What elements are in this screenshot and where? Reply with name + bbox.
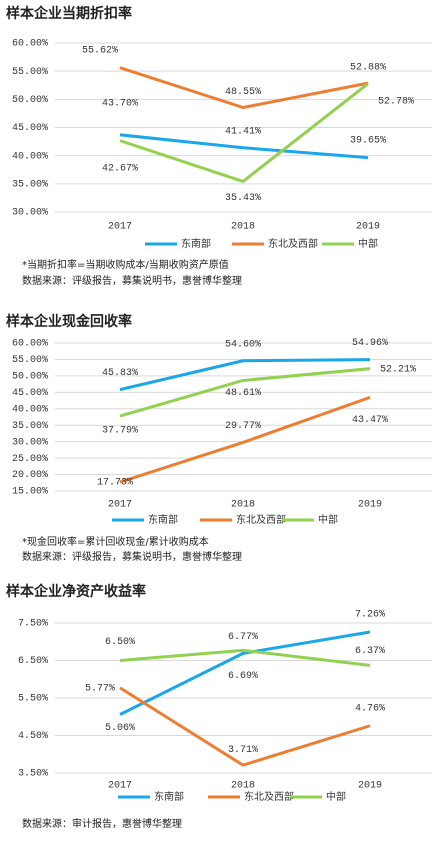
data-label: 6.37% <box>355 646 385 657</box>
series-line <box>119 395 371 484</box>
data-label: 54.96% <box>352 338 388 349</box>
y-tick-label: 30.00% <box>12 208 48 219</box>
y-tick-label: 5.50% <box>18 694 48 705</box>
legend-label: 东南部 <box>154 790 184 803</box>
data-label: 4.76% <box>355 703 385 714</box>
data-label: 52.88% <box>350 63 386 74</box>
x-tick-label: 2019 <box>358 781 382 792</box>
y-tick-label: 40.00% <box>12 404 48 415</box>
data-label: 3.71% <box>228 745 258 756</box>
data-label: 41.41% <box>225 126 261 137</box>
x-tick-label: 2018 <box>231 781 255 792</box>
data-label: 45.83% <box>102 368 138 379</box>
y-tick-label: 7.50% <box>18 619 48 630</box>
legend-label: 中部 <box>318 513 338 526</box>
series-line <box>119 630 371 716</box>
y-tick-label: 60.00% <box>12 39 48 50</box>
y-tick-label: 3.50% <box>18 769 48 780</box>
note: 数据来源：审计报告，惠誉博华整理 <box>22 817 182 830</box>
y-tick-label: 45.00% <box>12 123 48 134</box>
y-tick-label: 55.00% <box>12 355 48 366</box>
y-tick-label: 35.00% <box>12 421 48 432</box>
x-tick-label: 2019 <box>356 222 380 233</box>
data-label: 43.70% <box>102 98 138 109</box>
note: 数据来源：评级报告，募集说明书，惠誉博华整理 <box>22 550 242 563</box>
data-label: 6.69% <box>228 671 258 682</box>
y-tick-label: 50.00% <box>12 372 48 383</box>
series-line <box>119 133 369 160</box>
series-line <box>119 66 369 110</box>
chart-title: 样本企业当期折扣率 <box>6 5 132 22</box>
data-label: 42.67% <box>102 163 138 174</box>
data-label: 48.61% <box>225 388 261 399</box>
y-tick-label: 50.00% <box>12 95 48 106</box>
data-label: 6.77% <box>228 632 258 643</box>
data-label: 17.73% <box>97 478 133 489</box>
series-line <box>119 686 371 767</box>
series-line <box>119 648 371 667</box>
legend-label: 东北及西部 <box>236 513 286 526</box>
chart-title: 样本企业净资产收益率 <box>6 583 146 600</box>
y-tick-label: 35.00% <box>12 179 48 190</box>
series-line <box>119 367 371 418</box>
x-tick-label: 2017 <box>108 222 132 233</box>
legend-label: 中部 <box>358 237 378 250</box>
x-tick-label: 2019 <box>358 500 382 511</box>
series-line <box>119 82 369 183</box>
data-label: 39.65% <box>350 135 386 146</box>
chart-title: 样本企业现金回收率 <box>6 313 132 330</box>
data-label: 43.47% <box>352 415 388 426</box>
y-tick-label: 4.50% <box>18 731 48 742</box>
legend-label: 东南部 <box>148 513 178 526</box>
x-tick-label: 2017 <box>108 781 132 792</box>
data-label: 52.21% <box>380 364 416 375</box>
legend-label: 东北及西部 <box>244 790 294 803</box>
legend-label: 中部 <box>326 790 346 803</box>
note: *当期折扣率=当期收购成本/当期收购资产原值 <box>22 258 229 271</box>
data-label: 29.77% <box>225 421 261 432</box>
y-tick-label: 15.00% <box>12 487 48 498</box>
data-label: 7.26% <box>355 610 385 621</box>
data-label: 37.79% <box>102 426 138 437</box>
data-label: 48.55% <box>225 87 261 98</box>
legend-label: 东南部 <box>181 237 211 250</box>
data-label: 35.43% <box>225 193 261 204</box>
data-label: 55.62% <box>82 45 118 56</box>
y-tick-label: 45.00% <box>12 388 48 399</box>
y-tick-label: 30.00% <box>12 437 48 448</box>
y-tick-label: 40.00% <box>12 151 48 162</box>
data-label: 54.60% <box>225 339 261 350</box>
legend-label: 东北及西部 <box>268 237 318 250</box>
x-tick-label: 2017 <box>108 500 132 511</box>
x-tick-label: 2018 <box>231 222 255 233</box>
y-tick-label: 25.00% <box>12 454 48 465</box>
data-label: 6.50% <box>105 637 135 648</box>
y-tick-label: 55.00% <box>12 67 48 78</box>
y-tick-label: 20.00% <box>12 470 48 481</box>
x-tick-label: 2018 <box>231 500 255 511</box>
y-tick-label: 6.50% <box>18 656 48 667</box>
data-label: 5.77% <box>85 684 115 695</box>
y-tick-label: 60.00% <box>12 339 48 350</box>
series-line <box>119 358 371 392</box>
note: *现金回收率=累计回收现金/累计收购成本 <box>22 535 209 548</box>
data-label: 5.06% <box>105 723 135 734</box>
note: 数据来源：评级报告，募集说明书，惠誉博华整理 <box>22 274 242 287</box>
data-label: 52.78% <box>378 96 414 107</box>
